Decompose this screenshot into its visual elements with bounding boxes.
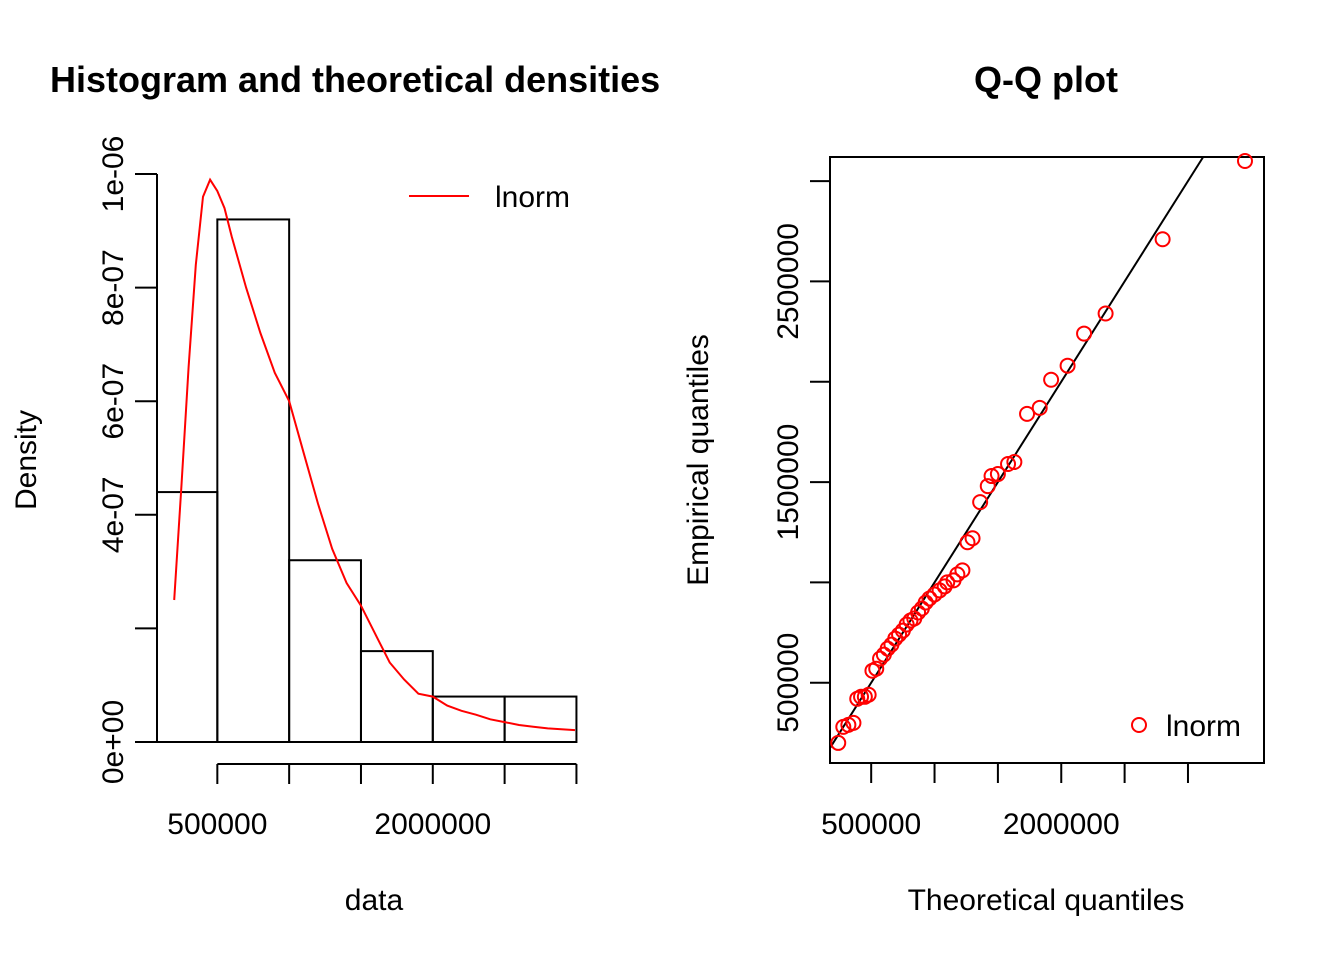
histogram-bar-3: [359, 650, 434, 743]
qq-x-axis-label: Theoretical quantiles: [908, 884, 1185, 917]
qq-point-31: [959, 534, 976, 551]
histogram-y-tick-label-3: 6e-07: [97, 363, 130, 440]
qq-y-tick-label-4: 2500000: [772, 223, 805, 340]
qq-points: [830, 153, 1253, 751]
qq-reference-line: [829, 156, 1205, 749]
qq-point-39: [1019, 405, 1036, 422]
qq-point-7: [860, 686, 877, 703]
histogram-x-tick-label-0: 500000: [167, 808, 267, 841]
qq-legend-label: lnorm: [1166, 710, 1241, 743]
qq-point-42: [1059, 357, 1076, 374]
qq-point-37: [1000, 456, 1017, 473]
qq-y-tick-label-2: 1500000: [772, 424, 805, 541]
qq-point-29: [949, 566, 966, 583]
histogram-y-tick-label-4: 8e-07: [97, 249, 130, 326]
qq-point-40: [1031, 399, 1048, 416]
qq-point-30: [954, 562, 971, 579]
qq-y-axis-label: Empirical quantiles: [682, 334, 715, 586]
qq-y-tick-label-0: 500000: [772, 633, 805, 733]
histogram-x-axis-label: data: [345, 884, 404, 917]
qq-point-41: [1043, 371, 1060, 388]
histogram-bar-5: [503, 695, 578, 743]
qq-point-45: [1154, 231, 1171, 248]
histogram-legend: lnorm: [409, 181, 570, 214]
qq-point-43: [1076, 325, 1093, 342]
qq-point-46: [1236, 153, 1253, 170]
lnorm-density-curve: [173, 177, 576, 732]
histogram-bars: [156, 218, 578, 743]
qq-point-36: [989, 466, 1006, 483]
qq-point-12: [879, 640, 896, 657]
qq-point-24: [926, 586, 943, 603]
qq-point-44: [1097, 305, 1114, 322]
qq-plot-title: Q-Q plot: [974, 59, 1118, 100]
qq-x-tick-label-3: 2000000: [1003, 808, 1120, 841]
histogram-legend-label: lnorm: [495, 181, 570, 214]
histogram-x-tick-label-3: 2000000: [374, 808, 491, 841]
histogram-y-axis: 0e+00 4e-07 6e-07 8e-07 1e-06: [97, 136, 158, 784]
qq-y-axis: 500000 1500000 2500000: [772, 180, 830, 733]
histogram-title: Histogram and theoretical densities: [50, 59, 660, 100]
qq-point-23: [921, 590, 938, 607]
histogram-bar-0: [156, 491, 219, 743]
qq-point-27: [939, 574, 956, 591]
histogram-y-tick-label-2: 4e-07: [97, 476, 130, 553]
histogram-panel: Histogram and theoretical densities 0e+0…: [10, 59, 660, 917]
histogram-x-axis: 500000 2000000: [167, 763, 578, 841]
qq-point-10: [872, 650, 889, 667]
histogram-y-axis-label: Density: [10, 410, 43, 510]
qq-plot-frame: [829, 156, 1265, 764]
qq-x-tick-label-0: 500000: [821, 808, 921, 841]
qq-point-33: [972, 494, 989, 511]
qq-point-3: [845, 714, 862, 731]
qq-plot-panel: Q-Q plot 500000 1500000 2500000 500000 2000…: [682, 59, 1265, 917]
histogram-y-tick-label-5: 1e-06: [97, 136, 130, 213]
qq-point-20: [910, 604, 927, 621]
qq-legend: lnorm: [1131, 710, 1241, 743]
qq-point-38: [1006, 454, 1023, 471]
histogram-y-tick-label-0: 0e+00: [97, 700, 130, 784]
qq-point-0: [830, 734, 847, 751]
qq-point-9: [868, 660, 885, 677]
qq-point-34: [979, 478, 996, 495]
histogram-bar-1: [216, 218, 291, 743]
qq-point-32: [964, 530, 981, 547]
qq-point-22: [917, 594, 934, 611]
qq-legend-marker: [1131, 717, 1147, 733]
qq-point-15: [891, 626, 908, 643]
qq-x-axis: 500000 2000000: [821, 763, 1189, 841]
qq-point-35: [983, 468, 1000, 485]
